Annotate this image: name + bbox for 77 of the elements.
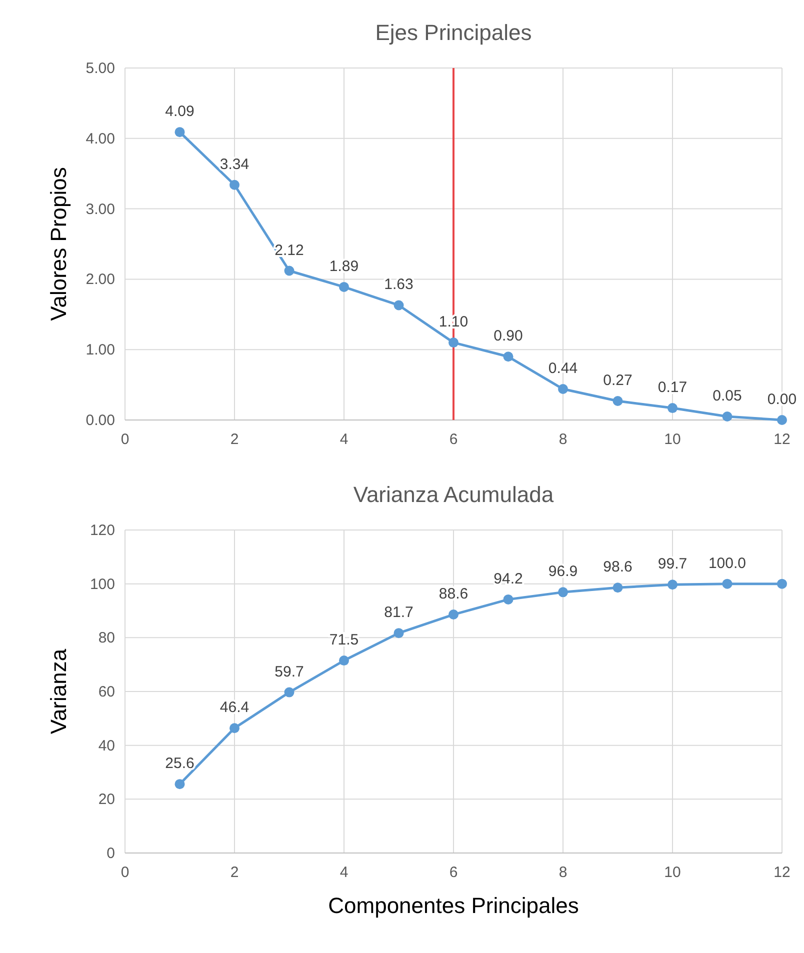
data-label: 0.00 bbox=[767, 391, 797, 408]
y-tick-label: 4.00 bbox=[86, 130, 115, 148]
y-tick-label: 20 bbox=[98, 791, 115, 808]
data-label: 1.63 bbox=[384, 276, 414, 294]
point bbox=[612, 396, 623, 406]
point bbox=[174, 127, 185, 138]
data-label: 0.17 bbox=[658, 379, 688, 396]
x-tick-label: 0 bbox=[120, 864, 130, 881]
chart-title: Varianza Acumulada bbox=[353, 482, 554, 507]
x-tick-label: 0 bbox=[120, 431, 130, 448]
y-tick-label: 60 bbox=[98, 684, 115, 700]
data-label: 100.0 bbox=[708, 554, 746, 572]
data-label: 81.7 bbox=[384, 604, 414, 622]
data-label: 96.9 bbox=[548, 563, 578, 580]
data-label: 4.09 bbox=[165, 103, 194, 120]
point bbox=[284, 687, 294, 698]
data-label: 94.2 bbox=[494, 570, 523, 588]
x-axis-title: Componentes Principales bbox=[328, 893, 579, 918]
data-label: 98.6 bbox=[603, 558, 632, 576]
x-tick-label: 8 bbox=[558, 431, 568, 448]
point bbox=[339, 282, 349, 292]
chart-title: Ejes Principales bbox=[375, 20, 532, 45]
y-tick-label: 3.00 bbox=[86, 200, 115, 218]
point bbox=[230, 180, 240, 190]
y-tick-label: 80 bbox=[98, 630, 115, 647]
point bbox=[394, 300, 404, 310]
x-tick-label: 12 bbox=[774, 864, 790, 881]
point bbox=[284, 266, 294, 276]
point bbox=[722, 578, 732, 589]
x-tick-label: 6 bbox=[449, 431, 458, 448]
point bbox=[230, 723, 240, 734]
data-label: 3.34 bbox=[220, 156, 250, 173]
data-label: 59.7 bbox=[274, 663, 304, 680]
x-tick-label: 12 bbox=[774, 431, 790, 448]
point bbox=[668, 403, 678, 414]
point bbox=[612, 582, 623, 593]
x-tick-label: 2 bbox=[230, 864, 239, 881]
data-label: 88.6 bbox=[438, 586, 468, 603]
point bbox=[777, 578, 787, 589]
y-tick-label: 1.00 bbox=[86, 342, 115, 359]
data-label: 1.89 bbox=[329, 258, 359, 275]
y-tick-label: 40 bbox=[98, 737, 115, 754]
point bbox=[503, 594, 514, 604]
data-label: 0.27 bbox=[603, 372, 632, 389]
data-label: 71.5 bbox=[329, 632, 359, 649]
point bbox=[722, 411, 732, 422]
point bbox=[558, 587, 568, 598]
point bbox=[174, 779, 185, 790]
data-label: 0.05 bbox=[712, 387, 742, 404]
y-tick-label: 2.00 bbox=[86, 271, 115, 288]
x-tick-label: 4 bbox=[340, 431, 348, 448]
point bbox=[448, 338, 458, 348]
x-tick-label: 2 bbox=[230, 431, 239, 448]
point bbox=[777, 415, 787, 425]
y-axis-title: Varianza bbox=[46, 648, 71, 734]
data-label: 46.4 bbox=[220, 699, 250, 716]
point bbox=[394, 628, 404, 638]
x-tick-label: 10 bbox=[664, 431, 681, 448]
y-tick-label: 0 bbox=[106, 845, 115, 862]
point bbox=[558, 384, 568, 394]
point bbox=[503, 352, 514, 362]
y-tick-label: 5.00 bbox=[86, 60, 115, 77]
data-label: 0.90 bbox=[494, 328, 523, 345]
data-label: 99.7 bbox=[658, 556, 688, 573]
x-tick-label: 6 bbox=[449, 864, 458, 881]
point bbox=[339, 656, 349, 666]
y-tick-label: 100 bbox=[90, 576, 115, 593]
x-tick-label: 8 bbox=[558, 864, 568, 881]
point bbox=[448, 610, 458, 620]
point bbox=[668, 580, 678, 590]
data-label: 25.6 bbox=[165, 755, 194, 772]
y-tick-label: 0.00 bbox=[86, 412, 115, 429]
x-tick-label: 10 bbox=[664, 864, 681, 881]
data-label: 0.44 bbox=[548, 360, 578, 378]
y-tick-label: 120 bbox=[90, 522, 115, 539]
y-axis-title: Valores Propios bbox=[46, 167, 71, 321]
x-tick-label: 4 bbox=[340, 864, 348, 881]
